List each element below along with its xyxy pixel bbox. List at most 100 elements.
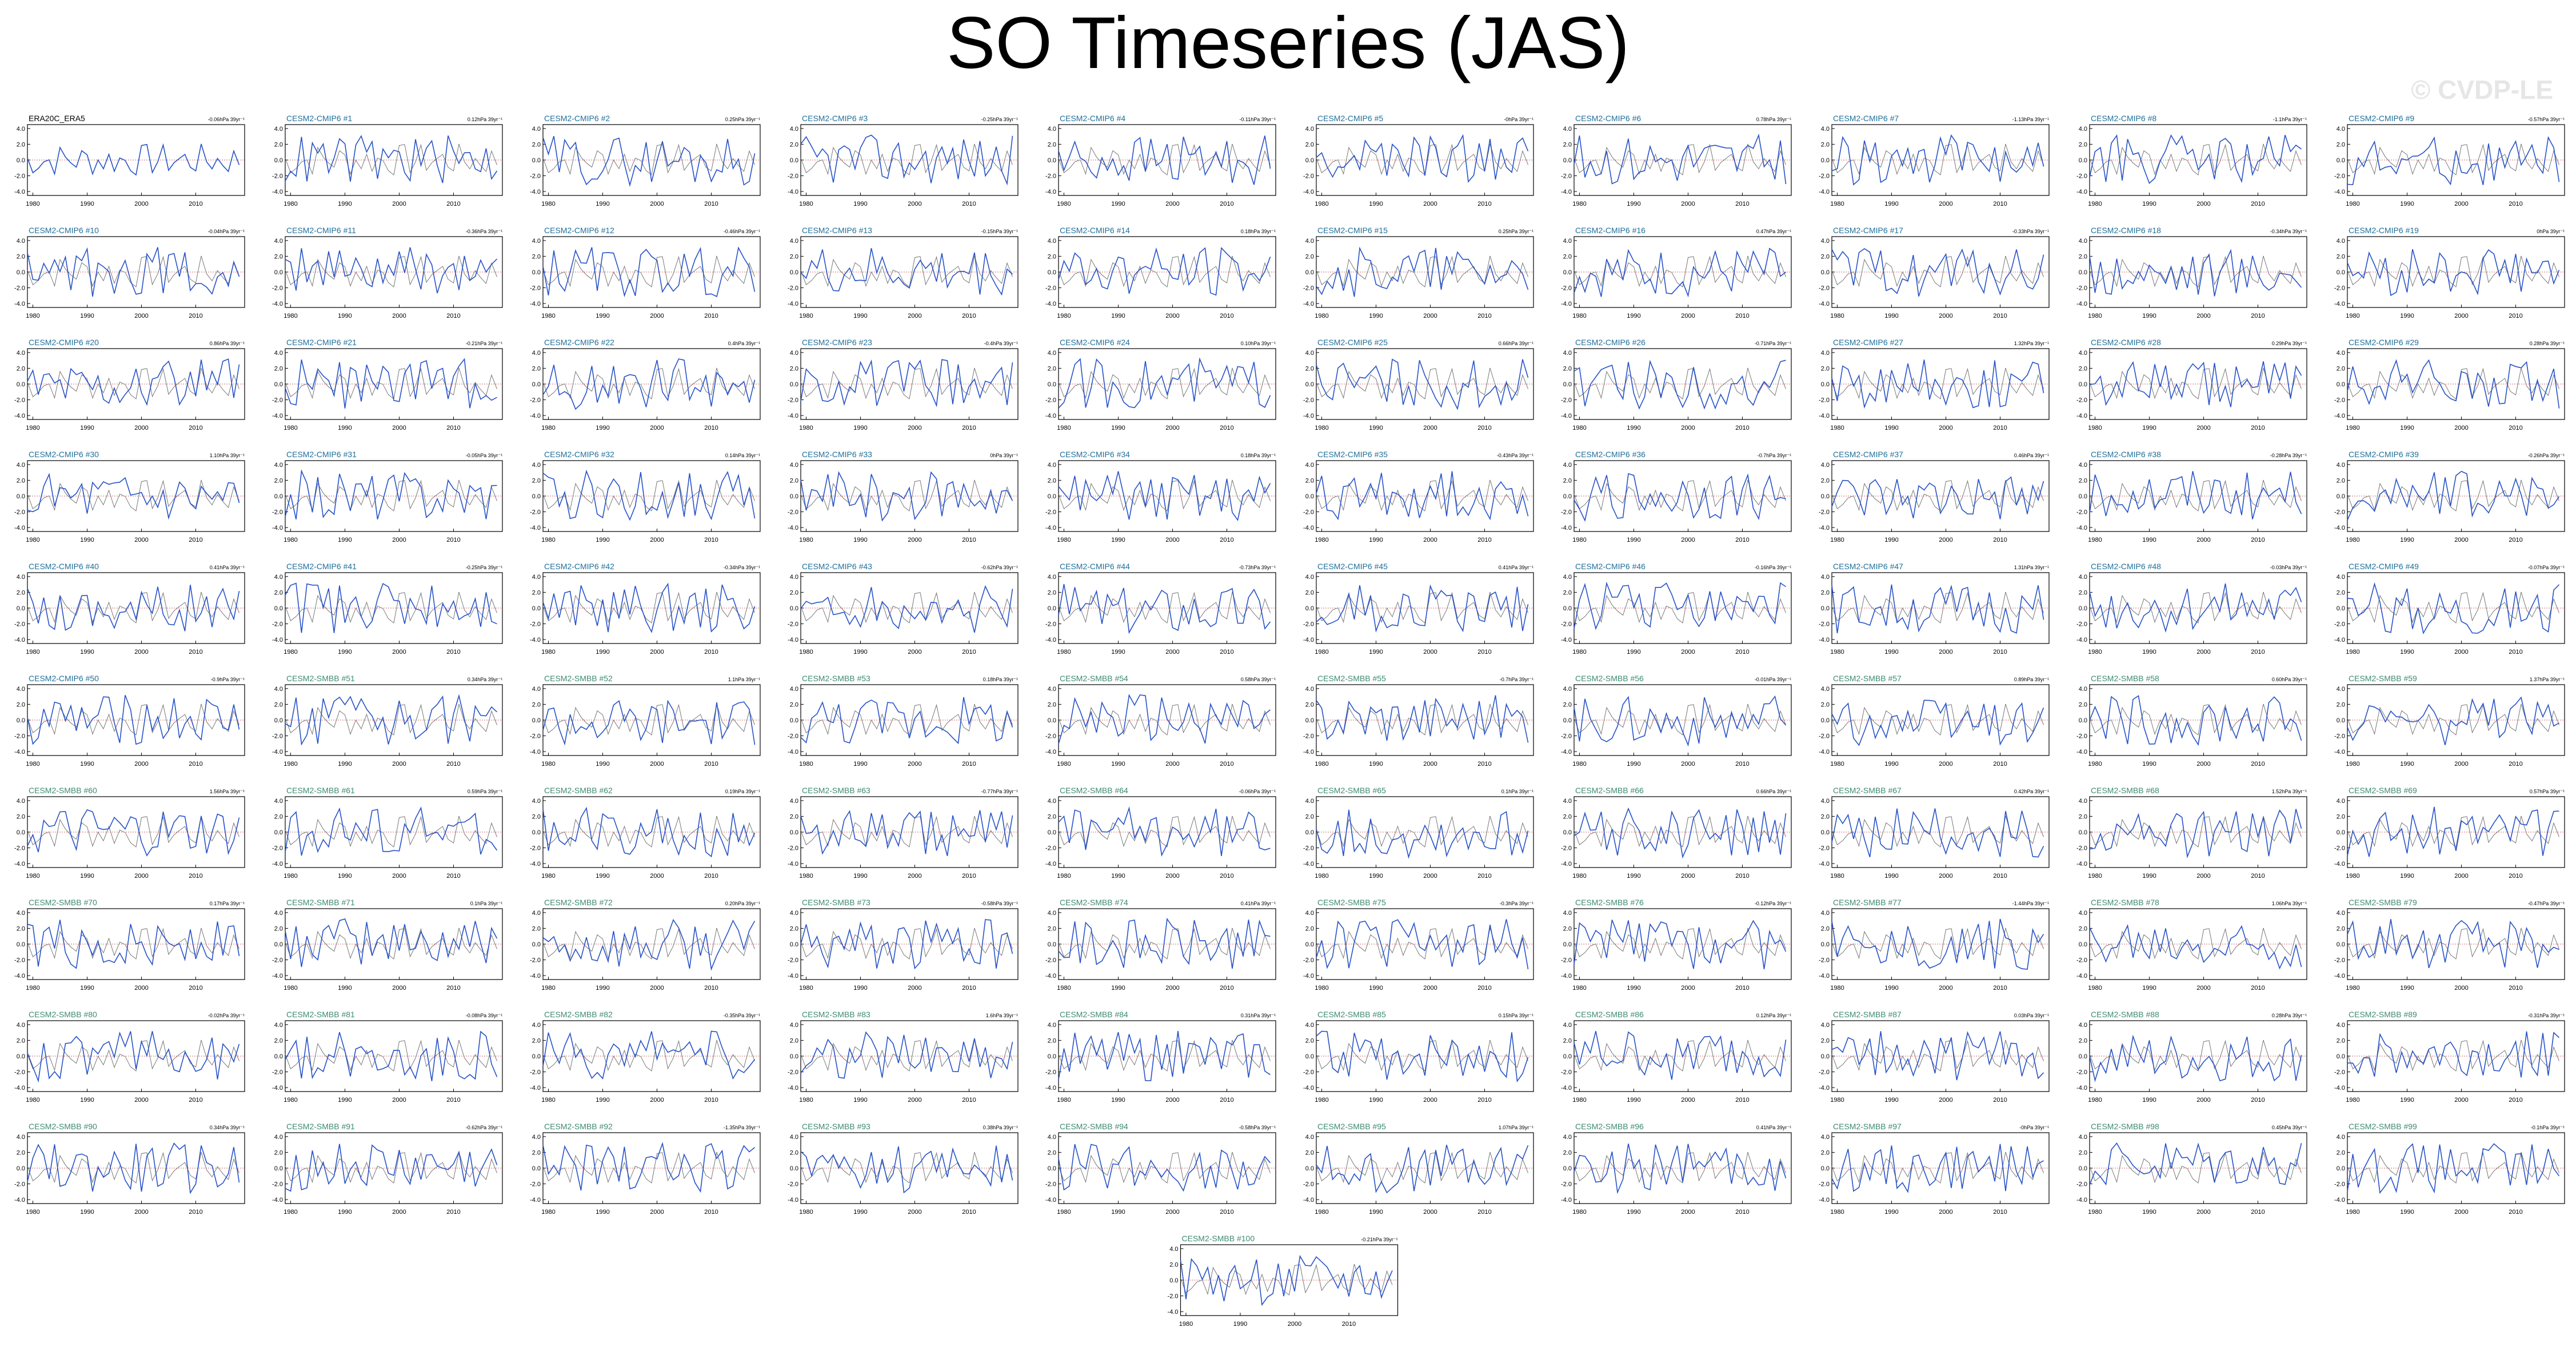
timeseries-panel: CESM2-CMIP6 #25 0.66hPa 39yr⁻¹ 4.0 2.0 0.0 -2…: [1303, 338, 1534, 431]
x-tick-label: 1990: [853, 201, 867, 207]
x-tick-label: 2010: [1220, 1209, 1233, 1216]
timeseries-panel: CESM2-CMIP6 #33 0hPa 39yr⁻¹ 4.0 2.0 0.0 -2.0 -…: [788, 450, 1019, 543]
observation-line: [1316, 255, 1528, 287]
timeseries-panel: CESM2-CMIP6 #20 0.86hPa 39yr⁻¹ 4.0 2.0 0.0 -2…: [14, 338, 245, 431]
y-tick-label: -4.0: [530, 1085, 541, 1092]
y-tick-label: 2.0: [1563, 1149, 1572, 1156]
x-tick-label: 2010: [1993, 537, 2007, 543]
y-tick-label: -4.0: [788, 749, 798, 756]
x-tick-label: 1980: [26, 985, 39, 992]
observation-line: [2089, 255, 2302, 287]
x-tick-label: 1980: [1057, 1209, 1071, 1216]
y-tick-label: 2.0: [2337, 365, 2345, 372]
y-tick-label: 4.0: [532, 126, 541, 133]
x-tick-label: 2000: [1681, 985, 1695, 992]
y-tick-label: -4.0: [1819, 861, 1830, 868]
observation-line: [1573, 1152, 1786, 1184]
x-tick-label: 1990: [1111, 1097, 1125, 1104]
x-tick-label: 1980: [283, 1209, 297, 1216]
y-tick-label: -2.0: [2334, 957, 2345, 964]
y-tick-label: 4.0: [532, 238, 541, 245]
observation-line: [2089, 479, 2302, 511]
x-tick-label: 2000: [1939, 649, 1952, 655]
x-tick-label: 1990: [338, 425, 352, 431]
y-tick-label: 0.0: [1048, 493, 1056, 500]
timeseries-panel: CESM2-CMIP6 #21 -0.21hPa 39yr⁻¹ 4.0 2.0 0.0 -…: [272, 338, 503, 431]
x-tick-label: 1990: [80, 985, 94, 992]
series-line: [1058, 583, 1271, 634]
x-tick-label: 1990: [1884, 537, 1898, 543]
y-tick-label: -2.0: [530, 173, 541, 180]
y-tick-label: 0.0: [2079, 269, 2087, 276]
panel-trend: -0.21hPa 39yr⁻¹: [466, 341, 502, 346]
x-tick-label: 1980: [799, 761, 813, 768]
panel-trend: 0.19hPa 39yr⁻¹: [725, 789, 760, 794]
y-tick-label: -2.0: [1561, 285, 1572, 292]
series-line: [2347, 696, 2559, 745]
panel-title: CESM2-CMIP6 #28: [2091, 338, 2161, 347]
y-tick-label: 0.0: [17, 157, 25, 164]
x-tick-label: 2010: [962, 1209, 976, 1216]
series-line: [2089, 695, 2302, 746]
panel-title: CESM2-SMBB #58: [2091, 674, 2159, 683]
x-tick-label: 2010: [1993, 1097, 2007, 1104]
y-tick-label: -4.0: [1819, 1197, 1830, 1204]
y-tick-label: -2.0: [1045, 397, 1056, 404]
y-tick-label: -2.0: [14, 733, 25, 740]
x-tick-label: 1990: [80, 649, 94, 655]
panel-title: CESM2-CMIP6 #3: [802, 114, 868, 123]
panel-title: CESM2-SMBB #55: [1317, 674, 1386, 683]
x-tick-label: 1990: [2142, 1209, 2156, 1216]
observation-line: [542, 479, 755, 511]
series-line: [27, 809, 240, 857]
y-tick-label: 4.0: [1821, 574, 1830, 581]
y-tick-label: 2.0: [17, 141, 25, 148]
y-tick-label: 0.0: [790, 381, 798, 388]
panel-title: CESM2-SMBB #100: [1182, 1234, 1255, 1243]
panel-title: CESM2-CMIP6 #37: [1833, 450, 1903, 459]
panel-title: CESM2-CMIP6 #15: [1317, 226, 1388, 235]
x-tick-label: 1980: [1830, 761, 1844, 768]
series-line: [1831, 476, 2044, 519]
x-tick-label: 2010: [962, 425, 976, 431]
panel-trend: 1.6hPa 39yr⁻¹: [986, 1013, 1018, 1018]
x-tick-label: 2000: [908, 873, 921, 880]
panel-trend: 0.47hPa 39yr⁻¹: [1756, 229, 1791, 234]
series-line: [800, 1145, 1013, 1194]
x-tick-label: 1990: [1369, 873, 1383, 880]
timeseries-panel: CESM2-SMBB #59 1.37hPa 39yr⁻¹ 4.0 2.0 0.0 -2.…: [2334, 674, 2565, 768]
x-tick-label: 2000: [650, 873, 664, 880]
x-tick-label: 2000: [2454, 201, 2468, 207]
panel-title: CESM2-CMIP6 #29: [2349, 338, 2419, 347]
panel-trend: 0.18hPa 39yr⁻¹: [983, 677, 1018, 682]
y-tick-label: -4.0: [2334, 637, 2345, 643]
y-tick-label: -4.0: [1045, 1197, 1056, 1204]
y-tick-label: -4.0: [2334, 301, 2345, 307]
x-tick-label: 2000: [1423, 313, 1437, 319]
series-line: [1573, 359, 1786, 410]
x-tick-label: 1980: [1179, 1321, 1193, 1328]
panel-title: CESM2-CMIP6 #25: [1317, 338, 1388, 347]
y-tick-label: 2.0: [1821, 589, 1830, 596]
panel-trend: 0.20hPa 39yr⁻¹: [725, 901, 760, 906]
series-line: [1573, 473, 1786, 522]
x-tick-label: 2010: [962, 313, 976, 319]
y-tick-label: 2.0: [1563, 365, 1572, 372]
panel-trend: 0.28hPa 39yr⁻¹: [2272, 1013, 2307, 1018]
x-tick-label: 2000: [1681, 313, 1695, 319]
panel-trend: 0.41hPa 39yr⁻¹: [210, 565, 245, 570]
x-tick-label: 2010: [1220, 873, 1233, 880]
x-tick-label: 1980: [26, 425, 39, 431]
y-tick-label: 0.0: [1305, 381, 1314, 388]
y-tick-label: 2.0: [2079, 1037, 2087, 1044]
y-tick-label: 4.0: [274, 910, 283, 917]
y-tick-label: 2.0: [1563, 477, 1572, 484]
x-tick-label: 2010: [962, 761, 976, 768]
x-tick-label: 1980: [1572, 761, 1586, 768]
x-tick-label: 2010: [2509, 1097, 2522, 1104]
x-tick-label: 1980: [1830, 425, 1844, 431]
y-tick-label: 0.0: [274, 1053, 283, 1060]
y-tick-label: 4.0: [2337, 798, 2345, 805]
y-tick-label: 4.0: [1821, 910, 1830, 917]
observation-line: [1316, 816, 1528, 848]
